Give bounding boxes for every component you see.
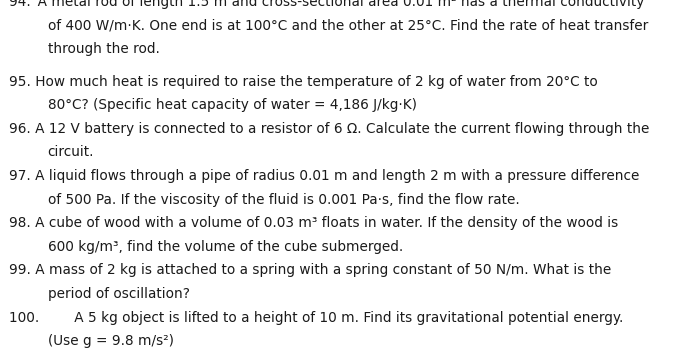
Text: period of oscillation?: period of oscillation?	[48, 287, 190, 301]
Text: through the rod.: through the rod.	[48, 42, 160, 56]
Text: 80°C? (Specific heat capacity of water = 4,186 J/kg·K): 80°C? (Specific heat capacity of water =…	[48, 98, 416, 112]
Text: of 500 Pa. If the viscosity of the fluid is 0.001 Pa·s, find the flow rate.: of 500 Pa. If the viscosity of the fluid…	[48, 193, 519, 207]
Text: of 400 W/m·K. One end is at 100°C and the other at 25°C. Find the rate of heat t: of 400 W/m·K. One end is at 100°C and th…	[48, 18, 648, 32]
Text: 94. A metal rod of length 1.5 m and cross-sectional area 0.01 m² has a thermal c: 94. A metal rod of length 1.5 m and cros…	[9, 0, 645, 9]
Text: 96. A 12 V battery is connected to a resistor of 6 Ω. Calculate the current flow: 96. A 12 V battery is connected to a res…	[9, 122, 650, 136]
Text: 98. A cube of wood with a volume of 0.03 m³ floats in water. If the density of t: 98. A cube of wood with a volume of 0.03…	[9, 216, 618, 230]
Text: 99. A mass of 2 kg is attached to a spring with a spring constant of 50 N/m. Wha: 99. A mass of 2 kg is attached to a spri…	[9, 263, 611, 277]
Text: 95. How much heat is required to raise the temperature of 2 kg of water from 20°: 95. How much heat is required to raise t…	[9, 75, 598, 89]
Text: circuit.: circuit.	[48, 145, 94, 159]
Text: 97. A liquid flows through a pipe of radius 0.01 m and length 2 m with a pressur: 97. A liquid flows through a pipe of rad…	[9, 169, 640, 183]
Text: 600 kg/m³, find the volume of the cube submerged.: 600 kg/m³, find the volume of the cube s…	[48, 240, 403, 254]
Text: 100.        A 5 kg object is lifted to a height of 10 m. Find its gravitational : 100. A 5 kg object is lifted to a height…	[9, 310, 624, 325]
Text: (Use g = 9.8 m/s²): (Use g = 9.8 m/s²)	[48, 334, 174, 348]
